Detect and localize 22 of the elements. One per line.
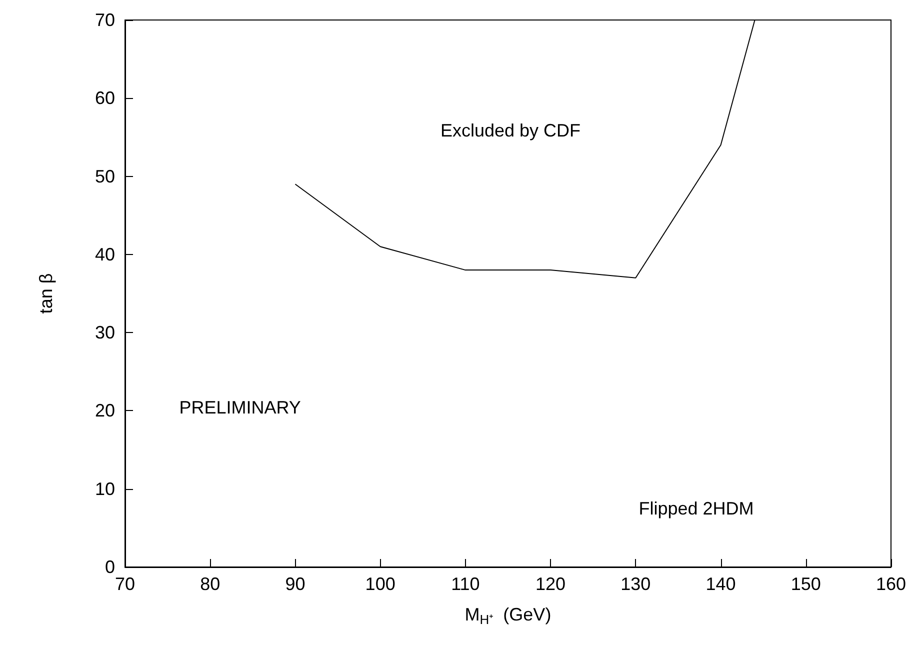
x-tick-label: 90 <box>285 574 306 594</box>
y-tick-label: 50 <box>94 166 115 186</box>
x-tick-label: 120 <box>536 574 566 594</box>
x-tick-label: 160 <box>876 574 906 594</box>
y-tick-label: 40 <box>94 244 115 264</box>
x-tick-label: 130 <box>620 574 651 594</box>
annotation: Flipped 2HDM <box>638 498 754 518</box>
y-tick-label: 10 <box>94 478 115 499</box>
y-tick-label: 30 <box>94 322 115 343</box>
y-axis-title: tan β <box>36 273 56 314</box>
x-tick-label: 140 <box>706 574 736 594</box>
y-tick-label: 70 <box>94 10 115 30</box>
x-tick-label: 100 <box>365 574 396 594</box>
annotation: Excluded by CDF <box>440 120 581 140</box>
annotation: PRELIMINARY <box>179 398 301 418</box>
x-tick-label: 110 <box>451 574 480 594</box>
x-tick-label: 70 <box>114 574 136 594</box>
y-tick-label: 0 <box>104 557 115 577</box>
y-tick-label: 20 <box>94 400 115 421</box>
y-tick-label: 60 <box>94 88 115 108</box>
x-tick-label: 150 <box>790 574 821 594</box>
x-tick-label: 80 <box>200 574 220 594</box>
